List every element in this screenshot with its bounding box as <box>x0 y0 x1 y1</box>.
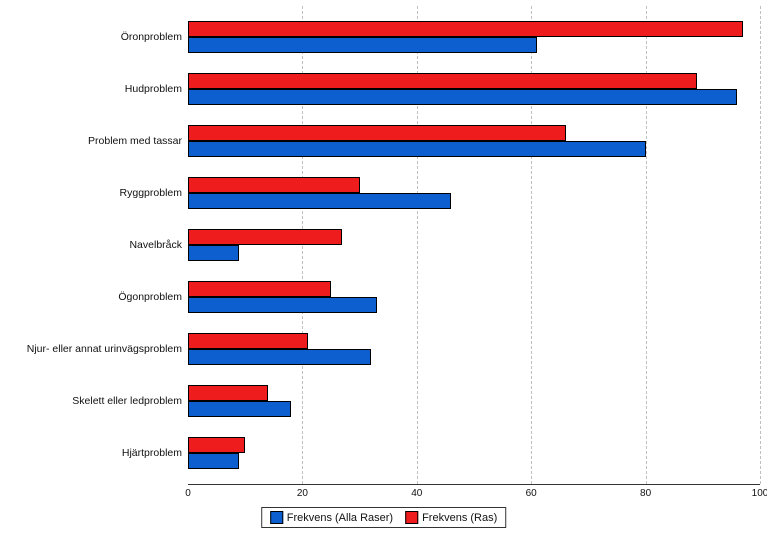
bar-ras <box>188 73 697 89</box>
bar-ras <box>188 229 342 245</box>
category-label: Hudproblem <box>125 83 182 95</box>
bar-alla <box>188 297 377 313</box>
x-tick-label: 20 <box>297 488 308 499</box>
legend: Frekvens (Alla Raser) Frekvens (Ras) <box>261 507 507 528</box>
legend-swatch <box>405 511 418 524</box>
bar-alla <box>188 453 239 469</box>
bar-alla <box>188 245 239 261</box>
legend-label: Frekvens (Alla Raser) <box>287 512 393 524</box>
plot-area: 020406080100 <box>188 6 760 485</box>
bar-alla <box>188 193 451 209</box>
category-label: Skelett eller ledproblem <box>72 395 182 407</box>
frequency-bar-chart: 020406080100 Frekvens (Alla Raser)Frekve… <box>0 0 767 537</box>
bar-alla <box>188 141 646 157</box>
legend-item: Frekvens (Ras) <box>405 511 497 524</box>
bar-alla <box>188 401 291 417</box>
bar-ras <box>188 125 566 141</box>
category-label: Njur- eller annat urinvägsproblem <box>27 343 182 355</box>
gridline <box>760 6 761 484</box>
bar-alla <box>188 89 737 105</box>
x-tick-label: 40 <box>411 488 422 499</box>
category-label: Navelbråck <box>129 239 182 251</box>
bar-alla <box>188 349 371 365</box>
bar-ras <box>188 385 268 401</box>
legend-label: Frekvens (Ras) <box>422 512 497 524</box>
category-label: Öronproblem <box>121 31 182 43</box>
category-label: Problem med tassar <box>88 135 182 147</box>
bar-ras <box>188 21 743 37</box>
legend-swatch <box>270 511 283 524</box>
bar-alla <box>188 37 537 53</box>
x-tick-label: 100 <box>752 488 767 499</box>
bar-ras <box>188 437 245 453</box>
category-label: Hjärtproblem <box>122 447 182 459</box>
bar-ras <box>188 177 360 193</box>
x-tick-label: 60 <box>526 488 537 499</box>
category-label: Ögonproblem <box>118 291 182 303</box>
bar-ras <box>188 333 308 349</box>
bar-ras <box>188 281 331 297</box>
category-label: Ryggproblem <box>120 187 182 199</box>
x-tick-label: 0 <box>185 488 191 499</box>
legend-item: Frekvens (Alla Raser) <box>270 511 393 524</box>
x-tick-label: 80 <box>640 488 651 499</box>
